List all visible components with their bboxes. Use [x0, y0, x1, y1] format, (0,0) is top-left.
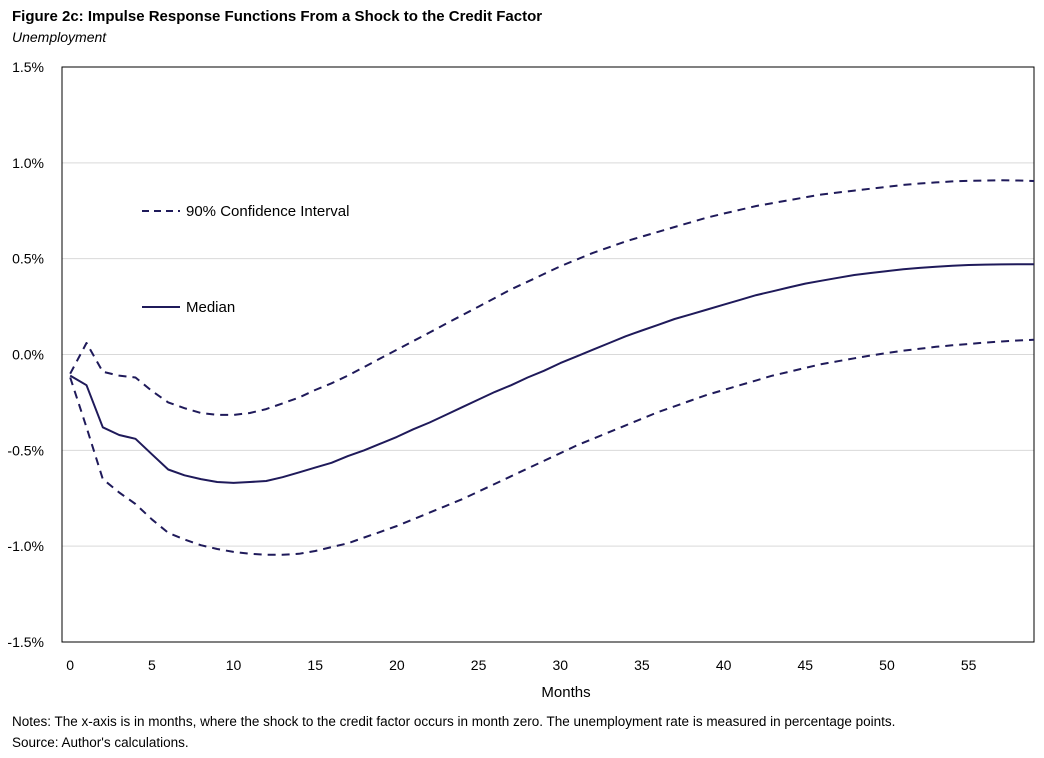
legend: 90% Confidence Interval Median [142, 203, 349, 316]
legend-label-confidence-interval: 90% Confidence Interval [186, 203, 349, 220]
x-tick-label: 20 [389, 657, 405, 673]
source-text: Source: Author's calculations. [12, 735, 189, 750]
x-tick-label: 10 [226, 657, 242, 673]
x-tick-label: 0 [66, 657, 74, 673]
series-median-line [69, 263, 1034, 484]
y-tick-label: 0.0% [12, 347, 44, 363]
x-axis-tick-labels: 0 5 10 15 20 25 30 35 40 45 50 55 [66, 657, 976, 673]
x-tick-label: 5 [148, 657, 156, 673]
y-axis-tick-labels: 1.5% 1.0% 0.5% 0.0% -0.5% -1.0% -1.5% [7, 59, 44, 650]
y-tick-label: 0.5% [12, 251, 44, 267]
x-tick-label: 55 [961, 657, 977, 673]
series-ci-lower-line [69, 338, 1035, 556]
y-tick-label: -1.0% [7, 538, 44, 554]
notes-text: Notes: The x-axis is in months, where th… [12, 714, 896, 729]
legend-label-median: Median [186, 299, 235, 316]
x-tick-label: 25 [471, 657, 487, 673]
y-tick-label: 1.5% [12, 59, 44, 75]
x-tick-label: 15 [307, 657, 323, 673]
line-chart: 1.5% 1.0% 0.5% 0.0% -0.5% -1.0% -1.5% 0 5 10 15 20… [7, 59, 1035, 700]
x-tick-label: 50 [879, 657, 895, 673]
series-lines [69, 179, 1035, 556]
x-axis-label: Months [541, 684, 590, 700]
chart-subtitle: Unemployment [12, 29, 107, 45]
y-tick-label: -1.5% [7, 634, 44, 650]
notes-block: Notes: The x-axis is in months, where th… [12, 711, 895, 753]
chart-title: Figure 2c: Impulse Response Functions Fr… [12, 8, 543, 25]
x-tick-label: 40 [716, 657, 732, 673]
series-ci-upper-line [69, 179, 1035, 416]
y-tick-label: 1.0% [12, 155, 44, 171]
gridlines [62, 162, 1034, 547]
plot-area-frame [61, 66, 1035, 643]
x-tick-label: 35 [634, 657, 650, 673]
x-tick-label: 45 [798, 657, 814, 673]
y-tick-label: -0.5% [7, 442, 44, 458]
x-tick-label: 30 [552, 657, 568, 673]
